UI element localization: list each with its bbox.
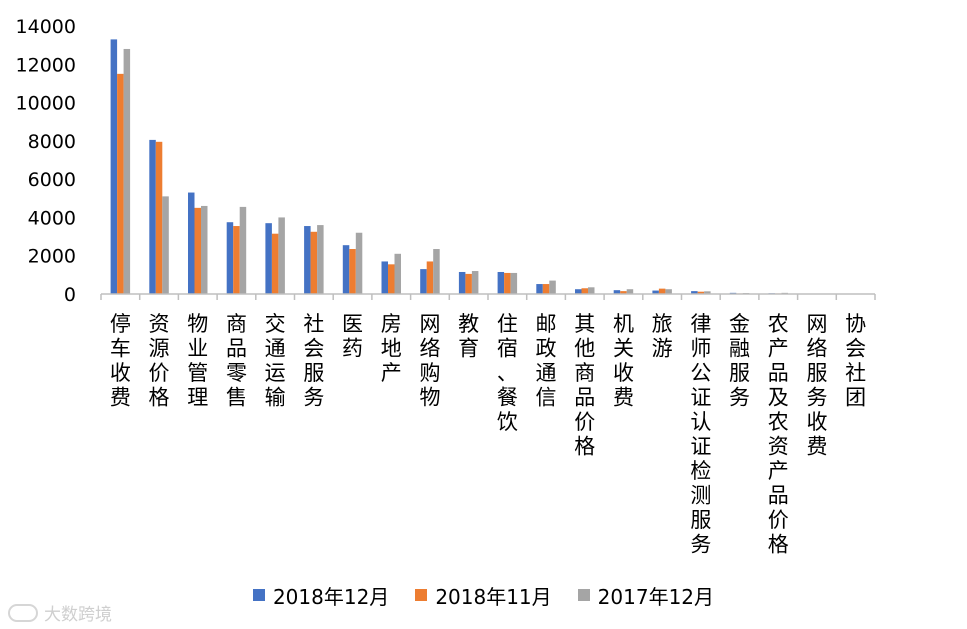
y-tick-label: 14000	[16, 16, 76, 38]
bar	[575, 289, 582, 294]
bar	[581, 288, 588, 294]
y-axis-ticks: 0 2000 4000 6000 8000 10000 12000 14000	[16, 16, 76, 306]
bar	[155, 141, 163, 294]
category-label: 医药	[342, 312, 363, 361]
legend-swatch	[577, 589, 590, 601]
bar	[123, 48, 131, 294]
bar	[394, 253, 401, 294]
bar	[458, 271, 466, 294]
category-labels: 停车收费资源价格物业管理商品零售交通运输社会服务医药房地产网络购物教育住宿、餐饮…	[110, 312, 866, 557]
y-tick-label: 4000	[28, 207, 76, 229]
legend-item: 2017年12月	[577, 581, 715, 610]
bar	[549, 280, 556, 294]
bar	[691, 291, 698, 294]
legend-label: 2017年12月	[597, 584, 715, 609]
bar-chart: 0 2000 4000 6000 8000 10000 12000 14000 停车收费资源价…	[16, 16, 876, 557]
bar	[542, 284, 550, 294]
bar	[381, 261, 388, 294]
bar	[536, 284, 543, 294]
y-tick-label: 12000	[16, 54, 76, 76]
legend-item: 2018年12月	[252, 581, 390, 610]
bar	[271, 233, 279, 294]
watermark-text: 大数跨境	[44, 605, 112, 625]
bar	[342, 245, 350, 294]
bar	[188, 192, 195, 294]
bar	[510, 272, 518, 294]
x-axis-ticks	[100, 294, 876, 300]
bar	[117, 73, 124, 294]
y-tick-label: 0	[64, 284, 76, 306]
bar	[665, 289, 672, 294]
bars	[110, 39, 866, 295]
legend: 2018年12月 2018年11月 2017年12月	[0, 580, 967, 610]
bar	[278, 217, 285, 294]
category-label: 农产品及农资产品价格	[768, 312, 789, 557]
legend-swatch	[415, 589, 428, 601]
watermark-logo-icon	[8, 603, 38, 622]
legend-item: 2018年11月	[415, 581, 552, 610]
category-label: 停车收费	[110, 312, 131, 410]
bar	[317, 225, 324, 294]
bar	[149, 139, 156, 294]
bar	[626, 289, 634, 294]
bar	[497, 271, 505, 294]
bar	[233, 226, 240, 294]
category-label: 旅游	[652, 312, 673, 361]
watermark: 大数跨境	[8, 600, 112, 625]
bar	[388, 264, 395, 294]
bar	[426, 261, 434, 294]
bar	[504, 272, 511, 294]
bar	[652, 290, 659, 294]
category-label: 资源价格	[149, 312, 170, 410]
bar	[704, 291, 711, 294]
category-label: 房地产	[381, 312, 402, 385]
bar	[420, 269, 427, 294]
bar	[355, 232, 363, 294]
bar	[265, 223, 272, 294]
bar	[588, 287, 595, 294]
bar	[433, 249, 440, 294]
legend-label: 2018年12月	[272, 584, 390, 609]
category-label: 其他商品价格	[574, 312, 595, 459]
bar	[620, 291, 627, 294]
y-tick-label: 8000	[28, 131, 76, 153]
bar	[310, 231, 318, 294]
bar	[304, 226, 311, 294]
bar	[658, 288, 666, 294]
y-tick-label: 10000	[16, 93, 76, 115]
bar	[201, 205, 208, 294]
bar	[471, 271, 479, 294]
category-label: 教育	[458, 312, 479, 361]
category-label: 住宿、餐饮	[497, 312, 518, 434]
category-label: 商品零售	[226, 312, 247, 410]
bar	[465, 273, 472, 294]
category-label: 协会社团	[845, 312, 866, 410]
y-tick-label: 2000	[28, 246, 76, 268]
bar	[349, 249, 356, 294]
bar	[613, 290, 621, 294]
bar	[110, 39, 118, 295]
category-label: 金融服务	[729, 312, 750, 410]
category-label: 机关收费	[613, 312, 634, 410]
bar	[697, 291, 705, 294]
category-label: 网络服务收费	[806, 312, 827, 459]
category-label: 交通运输	[265, 312, 286, 410]
bar	[162, 196, 169, 294]
category-label: 网络购物	[419, 312, 440, 410]
category-label: 邮政通信	[536, 312, 557, 410]
legend-label: 2018年11月	[435, 584, 552, 609]
legend-swatch	[252, 589, 265, 601]
y-tick-label: 6000	[28, 169, 76, 191]
bar	[239, 206, 247, 294]
category-label: 物业管理	[187, 312, 208, 410]
category-label: 社会服务	[303, 312, 324, 410]
bar	[226, 222, 234, 294]
category-label: 律师公证认证检测服务	[690, 312, 711, 557]
bar	[194, 207, 201, 294]
